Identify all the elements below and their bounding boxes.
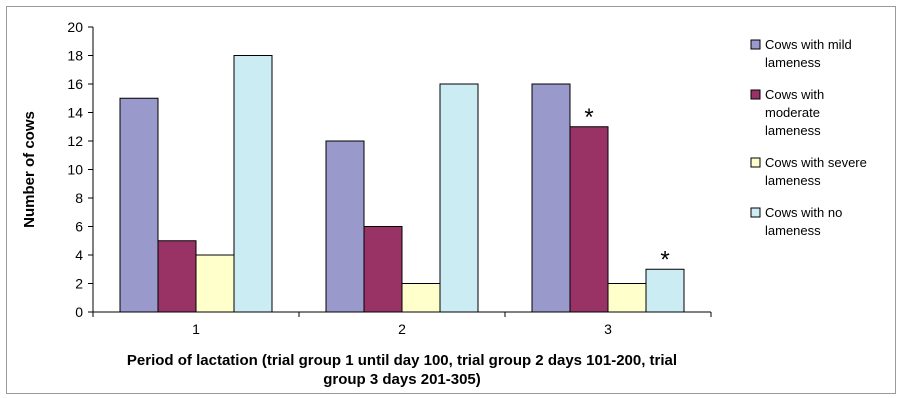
bar	[531, 83, 571, 313]
y-tick-label: 20	[67, 19, 83, 35]
legend-swatch	[750, 157, 761, 168]
significance-asterisk: *	[660, 246, 669, 273]
legend-label: Cows with moderate lameness	[765, 87, 824, 138]
bar	[607, 283, 647, 313]
x-tick-label: 3	[604, 321, 612, 337]
y-tick-label: 6	[75, 219, 83, 235]
bar	[645, 268, 685, 313]
y-tick-label: 4	[75, 247, 83, 263]
y-tick-label: 8	[75, 190, 83, 206]
legend-swatch	[750, 89, 761, 100]
legend-label: Cows with no lameness	[765, 205, 842, 238]
bar	[233, 55, 273, 313]
bar	[401, 283, 441, 313]
bar	[325, 140, 365, 313]
x-tick-label: 2	[398, 321, 406, 337]
bar	[119, 97, 159, 313]
y-tick-label: 12	[67, 133, 83, 149]
y-tick-label: 10	[67, 162, 83, 178]
bar	[363, 226, 403, 313]
x-tick-label: 1	[192, 321, 200, 337]
bar	[439, 83, 479, 313]
y-tick-label: 18	[67, 48, 83, 64]
x-axis-label-line: Period of lactation (trial group 1 until…	[127, 352, 677, 369]
legend-swatch	[750, 39, 761, 50]
x-axis-label-line: group 3 days 201-305)	[323, 371, 481, 388]
bar	[569, 126, 609, 313]
bar	[157, 240, 197, 313]
y-axis-label: Number of cows	[21, 111, 38, 228]
legend-label: Cows with severe lameness	[765, 155, 867, 188]
y-tick-label: 16	[67, 76, 83, 92]
legend-label: Cows with mild lameness	[765, 37, 852, 70]
bar	[195, 254, 235, 313]
legend-swatch	[750, 207, 761, 218]
significance-asterisk: *	[584, 104, 593, 131]
y-tick-label: 0	[75, 304, 83, 320]
y-tick-label: 2	[75, 276, 83, 292]
chart-frame: 0 2 4 6 8 10 12 14 16 18 20 1 2 3 * * Cows with mild la…	[6, 6, 896, 394]
y-tick-label: 14	[67, 105, 83, 121]
